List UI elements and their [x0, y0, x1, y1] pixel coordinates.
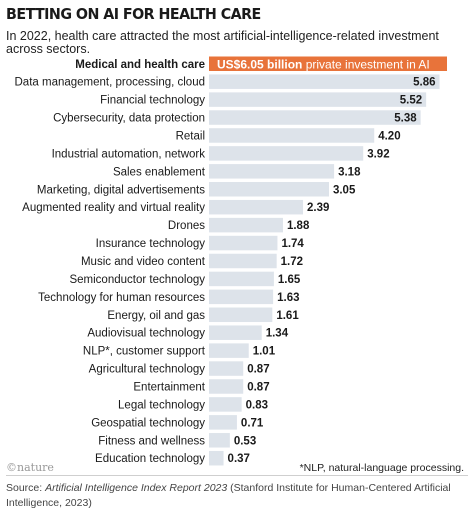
highlight-suffix: private investment in AI [302, 57, 429, 71]
bar [209, 253, 277, 269]
category-label: Sales enablement [113, 166, 206, 178]
value-label: 5.52 [400, 95, 422, 107]
category-label: Energy, oil and gas [107, 310, 205, 322]
bar [209, 325, 262, 340]
value-label: 0.53 [234, 435, 256, 447]
bar [209, 164, 335, 179]
category-label: Data management, processing, cloud [15, 77, 206, 89]
category-label: Semiconductor technology [69, 274, 205, 286]
source-prefix: Source: [6, 482, 46, 494]
source-note: Source: Artificial Intelligence Index Re… [6, 481, 466, 511]
value-label: 0.87 [247, 381, 269, 393]
category-label: Music and video content [81, 256, 206, 268]
value-label: 3.92 [367, 148, 389, 160]
bar [209, 379, 244, 394]
category-label: Audiovisual technology [87, 328, 205, 340]
highlight-label: US$6.05 billion private investment in AI [217, 57, 430, 71]
value-label: 1.74 [281, 238, 304, 250]
value-label: 2.39 [307, 202, 329, 214]
bar [209, 217, 283, 233]
footnote: *NLP, natural-language processing. [299, 462, 464, 474]
source-suffix: (Stanford Institute for Human-Centered A… [6, 482, 451, 509]
value-label: 0.71 [241, 417, 264, 429]
value-label: 1.34 [266, 328, 289, 340]
category-label: Medical and health care [75, 59, 205, 71]
bar [209, 128, 375, 143]
bar [209, 74, 440, 89]
category-label: NLP*, customer support [83, 346, 206, 358]
category-label: Drones [168, 220, 205, 232]
chart-subtitle: In 2022, health care attracted the most … [6, 29, 439, 56]
bar [209, 182, 329, 197]
category-label: Cybersecurity, data protection [53, 113, 205, 125]
value-label: 5.38 [394, 113, 417, 125]
value-label: 1.61 [276, 310, 299, 322]
category-label: Technology for human resources [38, 292, 205, 304]
category-label: Insurance technology [96, 238, 206, 250]
value-label: 0.37 [228, 453, 250, 465]
category-label: Legal technology [118, 399, 205, 411]
chart-title: BETTING ON AI FOR HEALTH CARE [6, 5, 261, 23]
value-label: 5.86 [413, 77, 435, 89]
category-label: Geospatial technology [91, 417, 205, 429]
value-label: 3.18 [338, 166, 361, 178]
value-label: 1.65 [278, 274, 301, 286]
bar [209, 271, 274, 287]
category-label: Financial technology [100, 95, 205, 107]
bar [209, 199, 304, 215]
bar [209, 343, 249, 358]
bar [209, 146, 364, 161]
category-label: Fitness and wellness [98, 435, 205, 447]
category-label: Education technology [95, 453, 205, 465]
nature-logo: ©nature [6, 461, 54, 474]
value-label: 3.05 [333, 184, 356, 196]
bar [209, 361, 244, 376]
source-title: Artificial Intelligence Index Report 202… [45, 482, 228, 494]
value-label: 1.63 [277, 292, 299, 304]
category-label: Retail [176, 130, 205, 142]
value-label: 0.83 [246, 399, 268, 411]
divider [6, 475, 468, 476]
value-label: 1.88 [287, 220, 310, 232]
value-label: 1.01 [253, 346, 276, 358]
category-label: Industrial automation, network [52, 148, 206, 160]
value-label: 1.72 [281, 256, 303, 268]
value-label: 4.20 [378, 130, 400, 142]
bar [209, 235, 278, 251]
category-label: Entertainment [133, 381, 205, 393]
bar-highlight [209, 56, 447, 71]
bar [209, 415, 237, 430]
category-label: Marketing, digital advertisements [37, 184, 205, 196]
bar [209, 110, 421, 125]
category-label: Agricultural technology [89, 364, 206, 376]
value-label: 0.87 [247, 364, 269, 376]
bar [209, 433, 230, 448]
bar [209, 289, 274, 305]
bar [209, 397, 242, 412]
category-label: Augmented reality and virtual reality [22, 202, 205, 214]
bar [209, 450, 224, 466]
highlight-value: US$6.05 billion [217, 57, 302, 71]
bar [209, 92, 427, 107]
bar [209, 307, 273, 323]
